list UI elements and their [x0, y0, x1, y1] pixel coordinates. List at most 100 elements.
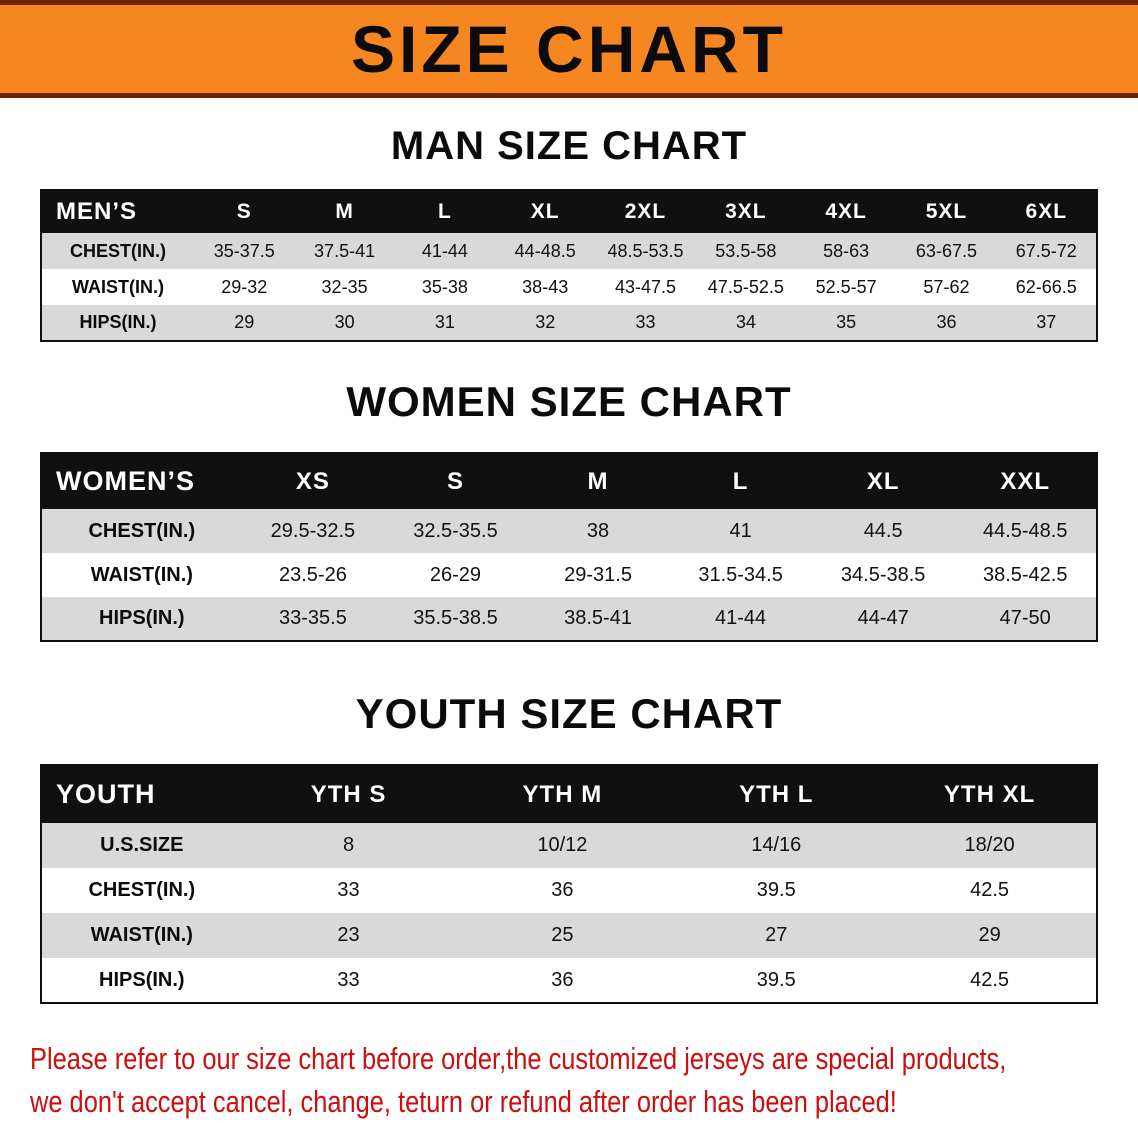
- men-size-header-cell: 3XL: [695, 190, 796, 233]
- value-cell: 48.5-53.5: [607, 240, 684, 261]
- women-size-header-cell: L: [669, 453, 812, 509]
- value-cell: 29.5-32.5: [270, 519, 356, 542]
- value-cell: 8: [342, 834, 355, 856]
- value-cell: 26-29: [429, 563, 482, 586]
- men-table-title-cell: MEN’S: [41, 190, 195, 233]
- women-size-chart-section: WOMEN SIZE CHART WOMEN’S XS S M L XL XXL CHEST(I…: [0, 378, 1138, 642]
- value-cell: 47.5-52.5: [707, 276, 784, 297]
- disclaimer-note: Please refer to our size chart before or…: [0, 1038, 1138, 1138]
- row-label-cell: WAIST(IN.): [90, 924, 193, 946]
- youth-size-header-cell: YTH S: [241, 765, 456, 823]
- youth-size-chart-section: YOUTH SIZE CHART YOUTH YTH S YTH M YTH L YTH …: [0, 690, 1138, 1004]
- value-cell: 14/16: [751, 834, 802, 856]
- value-cell: 32-35: [321, 276, 368, 297]
- row-label-cell: HIPS(IN.): [79, 312, 157, 332]
- value-cell: 35: [836, 312, 857, 332]
- value-cell: 29: [234, 312, 255, 332]
- disclaimer-line-1: Please refer to our size chart before or…: [30, 1041, 1007, 1076]
- value-cell: 53.5-58: [715, 240, 777, 261]
- disclaimer-line-2: we don't accept cancel, change, teturn o…: [30, 1083, 897, 1119]
- value-cell: 34: [735, 312, 756, 332]
- youth-measurement-row: U.S.SIZE 8 10/12 14/16 18/20: [41, 823, 1097, 868]
- men-size-table: MEN’S S M L XL 2XL 3XL 4XL 5XL 6XL CHEST(IN.) 35-37…: [40, 189, 1098, 342]
- value-cell: 44.5: [863, 519, 903, 542]
- value-cell: 43-47.5: [614, 276, 677, 297]
- value-cell: 44-47: [857, 607, 909, 629]
- value-cell: 39.5: [756, 968, 796, 991]
- row-label-cell: WAIST(IN.): [72, 276, 165, 297]
- value-cell: 42.5: [970, 879, 1010, 901]
- women-size-table: WOMEN’S XS S M L XL XXL CHEST(IN.) 29.5-32.5 32.5…: [40, 452, 1098, 642]
- value-cell: 36: [936, 312, 957, 332]
- men-size-header-cell: 6XL: [996, 190, 1097, 233]
- value-cell: 10/12: [537, 834, 588, 856]
- page-title: SIZE CHART: [351, 12, 787, 86]
- men-size-header-cell: 4XL: [795, 190, 897, 233]
- value-cell: 29: [978, 924, 1001, 946]
- value-cell: 37.5-41: [314, 240, 376, 261]
- row-label-cell: CHEST(IN.): [70, 240, 167, 261]
- value-cell: 38.5-42.5: [982, 563, 1068, 586]
- value-cell: 62-66.5: [1015, 276, 1077, 297]
- men-size-header-cell: M: [294, 190, 395, 233]
- women-size-header-cell: XS: [241, 453, 385, 509]
- row-label-cell: CHEST(IN.): [88, 879, 196, 901]
- value-cell: 32.5-35.5: [413, 519, 498, 542]
- men-chart-heading: MAN SIZE CHART: [390, 124, 748, 168]
- value-cell: 37: [1036, 312, 1057, 332]
- value-cell: 41: [729, 519, 752, 542]
- men-size-header-cell: 5XL: [896, 190, 997, 233]
- value-cell: 33: [337, 968, 360, 991]
- value-cell: 33: [337, 879, 360, 901]
- women-table-title-cell: WOMEN’S: [41, 453, 242, 509]
- value-cell: 35-37.5: [213, 240, 275, 261]
- men-size-header-cell: XL: [495, 190, 596, 233]
- women-measurement-row: WAIST(IN.) 23.5-26 26-29 29-31.5 31.5-34.5 34…: [41, 553, 1097, 597]
- value-cell: 67.5-72: [1015, 240, 1077, 261]
- value-cell: 35.5-38.5: [413, 607, 498, 629]
- men-measurement-row: HIPS(IN.) 29 30 31 32 33 34 35 36 37: [41, 305, 1097, 341]
- youth-chart-heading: YOUTH SIZE CHART: [355, 690, 783, 737]
- youth-measurement-row: WAIST(IN.) 23 25 27 29: [41, 913, 1097, 958]
- row-label-cell: HIPS(IN.): [99, 607, 185, 629]
- youth-header-row: YOUTH YTH S YTH M YTH L YTH XL: [41, 765, 1097, 823]
- value-cell: 52.5-57: [815, 276, 877, 297]
- value-cell: 42.5: [970, 968, 1010, 991]
- value-cell: 39.5: [756, 879, 796, 901]
- value-cell: 30: [334, 312, 355, 332]
- row-label-cell: HIPS(IN.): [99, 968, 185, 991]
- youth-size-table: YOUTH YTH S YTH M YTH L YTH XL U.S.SIZE 8 10/12…: [40, 764, 1098, 1004]
- men-measurement-row: CHEST(IN.) 35-37.5 37.5-41 41-44 44-48.5 48.5…: [41, 233, 1097, 269]
- men-size-chart-section: MAN SIZE CHART MEN’S S M L XL 2XL 3XL 4XL 5XL 6XL C…: [0, 124, 1138, 342]
- value-cell: 31: [434, 312, 455, 332]
- row-label-cell: WAIST(IN.): [90, 563, 193, 586]
- women-chart-heading: WOMEN SIZE CHART: [346, 378, 792, 425]
- men-size-header-cell: L: [394, 190, 496, 233]
- value-cell: 29-32: [221, 276, 268, 297]
- men-header-row: MEN’S S M L XL 2XL 3XL 4XL 5XL 6XL: [41, 190, 1097, 233]
- value-cell: 41-44: [715, 607, 767, 629]
- size-chart-sections: MAN SIZE CHART MEN’S S M L XL 2XL 3XL 4XL 5XL 6XL C…: [0, 124, 1138, 1004]
- men-measurement-row: WAIST(IN.) 29-32 32-35 35-38 38-43 43-47.5 47.…: [41, 269, 1097, 305]
- youth-size-header-cell: YTH M: [455, 765, 670, 823]
- value-cell: 31.5-34.5: [698, 563, 783, 586]
- youth-size-header-cell: YTH XL: [883, 765, 1097, 823]
- women-size-header-cell: XXL: [954, 453, 1097, 509]
- title-banner: SIZE CHART: [0, 0, 1138, 98]
- value-cell: 33-35.5: [278, 607, 347, 629]
- value-cell: 36: [551, 968, 574, 991]
- youth-measurement-row: HIPS(IN.) 33 36 39.5 42.5: [41, 958, 1097, 1003]
- value-cell: 44.5-48.5: [982, 519, 1068, 542]
- youth-measurement-row: CHEST(IN.) 33 36 39.5 42.5: [41, 868, 1097, 913]
- value-cell: 41-44: [421, 240, 468, 261]
- men-size-header-cell: S: [194, 190, 295, 233]
- value-cell: 27: [765, 924, 788, 946]
- value-cell: 25: [551, 924, 574, 946]
- men-size-header-cell: 2XL: [595, 190, 696, 233]
- women-measurement-row: CHEST(IN.) 29.5-32.5 32.5-35.5 38 41 44.5 44.5…: [41, 509, 1097, 553]
- value-cell: 23: [337, 924, 360, 946]
- value-cell: 23.5-26: [278, 563, 347, 586]
- value-cell: 58-63: [823, 240, 870, 261]
- value-cell: 34.5-38.5: [840, 563, 926, 586]
